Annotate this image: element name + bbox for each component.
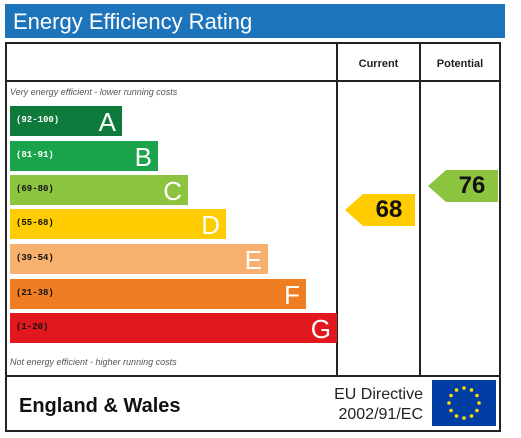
band-range-label: (21-38) [16,288,54,298]
eu-star-icon [477,401,481,405]
eu-star-icon [469,388,474,392]
header-divider [7,80,499,82]
current-rating-value: 68 [363,194,415,226]
band-letter: A [98,107,116,137]
bottom-note: Not energy efficient - higher running co… [10,357,177,367]
eu-directive: EU Directive 2002/91/EC [297,385,423,425]
eu-star-icon [462,386,466,390]
band-range-label: (39-54) [16,253,54,263]
eu-star-icon [462,416,466,420]
band-range-label: (1-20) [16,322,49,332]
current-arrow-point [345,194,363,226]
eu-star-icon [475,393,479,398]
title-bar: Energy Efficiency Rating [5,4,505,38]
eu-star-icon [449,393,453,398]
top-note: Very energy efficient - lower running co… [10,87,178,97]
band-range-label: (69-80) [16,184,54,194]
eu-flag-icon [432,380,496,426]
rating-band-e: (39-54) E [10,244,268,275]
column-divider-current [336,44,338,376]
band-letter: G [310,314,331,344]
band-letter: B [134,142,152,172]
rating-band-b: (81-91) B [10,141,158,172]
rating-band-c: (69-80) C [10,175,188,206]
band-range-label: (81-91) [16,150,54,160]
eu-star-icon [469,414,474,418]
eu-star-icon [454,414,459,418]
eu-star-icon [475,408,479,413]
band-letter: C [163,176,182,206]
rating-band-g: (1-20) G [10,313,337,344]
rating-table: Current Potential Very energy efficient … [5,42,501,432]
rating-band-a: (92-100) A [10,106,122,137]
footer-divider [7,375,499,377]
eu-directive-line1: EU Directive [334,386,423,403]
column-header-potential: Potential [436,58,484,70]
potential-rating-value: 76 [446,170,498,202]
eu-star-icon [454,388,459,392]
band-range-label: (55-68) [16,218,54,228]
eu-star-icon [449,408,453,413]
column-divider-potential [419,44,421,376]
band-letter: E [244,245,262,275]
page-title: Energy Efficiency Rating [13,9,253,34]
eu-directive-line2: 2002/91/EC [338,406,423,423]
potential-arrow-point [428,170,446,202]
region-label: England & Wales [19,395,181,417]
rating-band-d: (55-68) D [10,209,226,240]
band-letter: D [201,210,220,240]
column-header-current: Current [358,58,399,70]
eu-star-icon [447,401,451,405]
rating-band-f: (21-38) F [10,279,306,310]
band-letter: F [284,280,300,310]
band-range-label: (92-100) [16,115,60,125]
